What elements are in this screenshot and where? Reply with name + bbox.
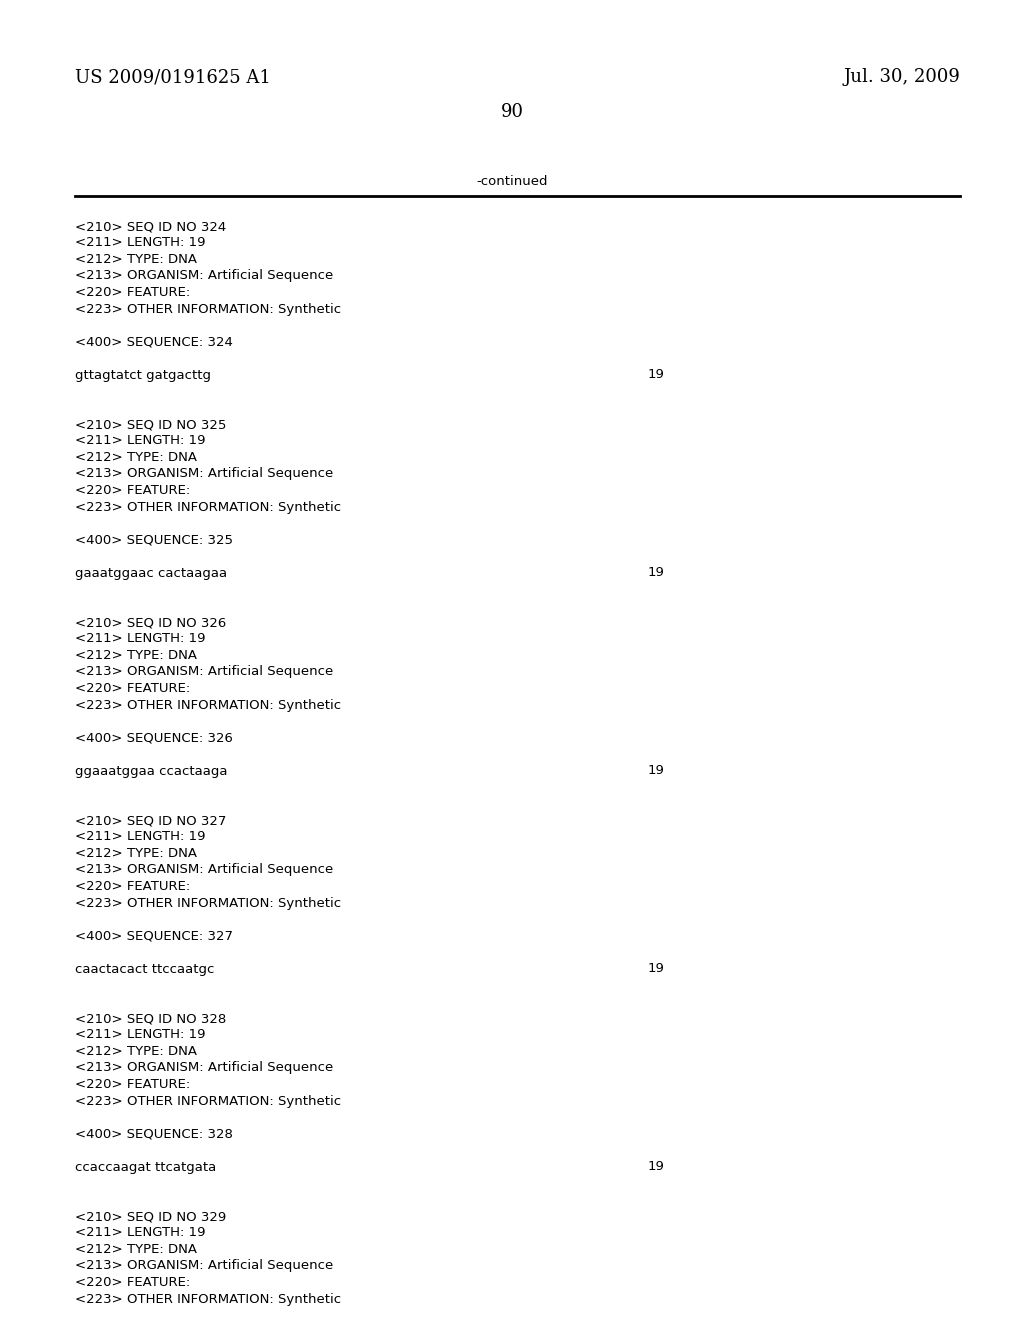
Text: <220> FEATURE:: <220> FEATURE: [75,484,190,498]
Text: <210> SEQ ID NO 324: <210> SEQ ID NO 324 [75,220,226,234]
Text: <220> FEATURE:: <220> FEATURE: [75,880,190,894]
Text: <400> SEQUENCE: 327: <400> SEQUENCE: 327 [75,929,233,942]
Text: <223> OTHER INFORMATION: Synthetic: <223> OTHER INFORMATION: Synthetic [75,500,341,513]
Text: <212> TYPE: DNA: <212> TYPE: DNA [75,451,197,465]
Text: <223> OTHER INFORMATION: Synthetic: <223> OTHER INFORMATION: Synthetic [75,1292,341,1305]
Text: gaaatggaac cactaagaa: gaaatggaac cactaagaa [75,566,227,579]
Text: <400> SEQUENCE: 326: <400> SEQUENCE: 326 [75,731,232,744]
Text: <223> OTHER INFORMATION: Synthetic: <223> OTHER INFORMATION: Synthetic [75,302,341,315]
Text: <220> FEATURE:: <220> FEATURE: [75,1078,190,1092]
Text: 19: 19 [648,1160,665,1173]
Text: <400> SEQUENCE: 325: <400> SEQUENCE: 325 [75,533,233,546]
Text: <213> ORGANISM: Artificial Sequence: <213> ORGANISM: Artificial Sequence [75,1259,333,1272]
Text: ggaaatggaa ccactaaga: ggaaatggaa ccactaaga [75,764,227,777]
Text: <210> SEQ ID NO 328: <210> SEQ ID NO 328 [75,1012,226,1026]
Text: US 2009/0191625 A1: US 2009/0191625 A1 [75,69,271,86]
Text: <212> TYPE: DNA: <212> TYPE: DNA [75,253,197,267]
Text: ccaccaagat ttcatgata: ccaccaagat ttcatgata [75,1160,216,1173]
Text: <211> LENGTH: 19: <211> LENGTH: 19 [75,1028,206,1041]
Text: <212> TYPE: DNA: <212> TYPE: DNA [75,847,197,861]
Text: 19: 19 [648,962,665,975]
Text: <220> FEATURE:: <220> FEATURE: [75,286,190,300]
Text: <211> LENGTH: 19: <211> LENGTH: 19 [75,632,206,645]
Text: <220> FEATURE:: <220> FEATURE: [75,1276,190,1290]
Text: caactacact ttccaatgc: caactacact ttccaatgc [75,962,214,975]
Text: <212> TYPE: DNA: <212> TYPE: DNA [75,1045,197,1059]
Text: <211> LENGTH: 19: <211> LENGTH: 19 [75,236,206,249]
Text: Jul. 30, 2009: Jul. 30, 2009 [843,69,961,86]
Text: <400> SEQUENCE: 328: <400> SEQUENCE: 328 [75,1127,232,1140]
Text: <211> LENGTH: 19: <211> LENGTH: 19 [75,434,206,447]
Text: <220> FEATURE:: <220> FEATURE: [75,682,190,696]
Text: <213> ORGANISM: Artificial Sequence: <213> ORGANISM: Artificial Sequence [75,1061,333,1074]
Text: <212> TYPE: DNA: <212> TYPE: DNA [75,1243,197,1257]
Text: <210> SEQ ID NO 326: <210> SEQ ID NO 326 [75,616,226,630]
Text: gttagtatct gatgacttg: gttagtatct gatgacttg [75,368,211,381]
Text: <223> OTHER INFORMATION: Synthetic: <223> OTHER INFORMATION: Synthetic [75,1094,341,1107]
Text: <400> SEQUENCE: 324: <400> SEQUENCE: 324 [75,335,232,348]
Text: <223> OTHER INFORMATION: Synthetic: <223> OTHER INFORMATION: Synthetic [75,698,341,711]
Text: <212> TYPE: DNA: <212> TYPE: DNA [75,649,197,663]
Text: <210> SEQ ID NO 329: <210> SEQ ID NO 329 [75,1210,226,1224]
Text: 19: 19 [648,764,665,777]
Text: 19: 19 [648,566,665,579]
Text: -continued: -continued [476,176,548,187]
Text: <211> LENGTH: 19: <211> LENGTH: 19 [75,1226,206,1239]
Text: 90: 90 [501,103,523,121]
Text: <213> ORGANISM: Artificial Sequence: <213> ORGANISM: Artificial Sequence [75,269,333,282]
Text: <211> LENGTH: 19: <211> LENGTH: 19 [75,830,206,843]
Text: <213> ORGANISM: Artificial Sequence: <213> ORGANISM: Artificial Sequence [75,665,333,678]
Text: <223> OTHER INFORMATION: Synthetic: <223> OTHER INFORMATION: Synthetic [75,896,341,909]
Text: 19: 19 [648,368,665,381]
Text: <210> SEQ ID NO 327: <210> SEQ ID NO 327 [75,814,226,828]
Text: <213> ORGANISM: Artificial Sequence: <213> ORGANISM: Artificial Sequence [75,467,333,480]
Text: <210> SEQ ID NO 325: <210> SEQ ID NO 325 [75,418,226,432]
Text: <213> ORGANISM: Artificial Sequence: <213> ORGANISM: Artificial Sequence [75,863,333,876]
